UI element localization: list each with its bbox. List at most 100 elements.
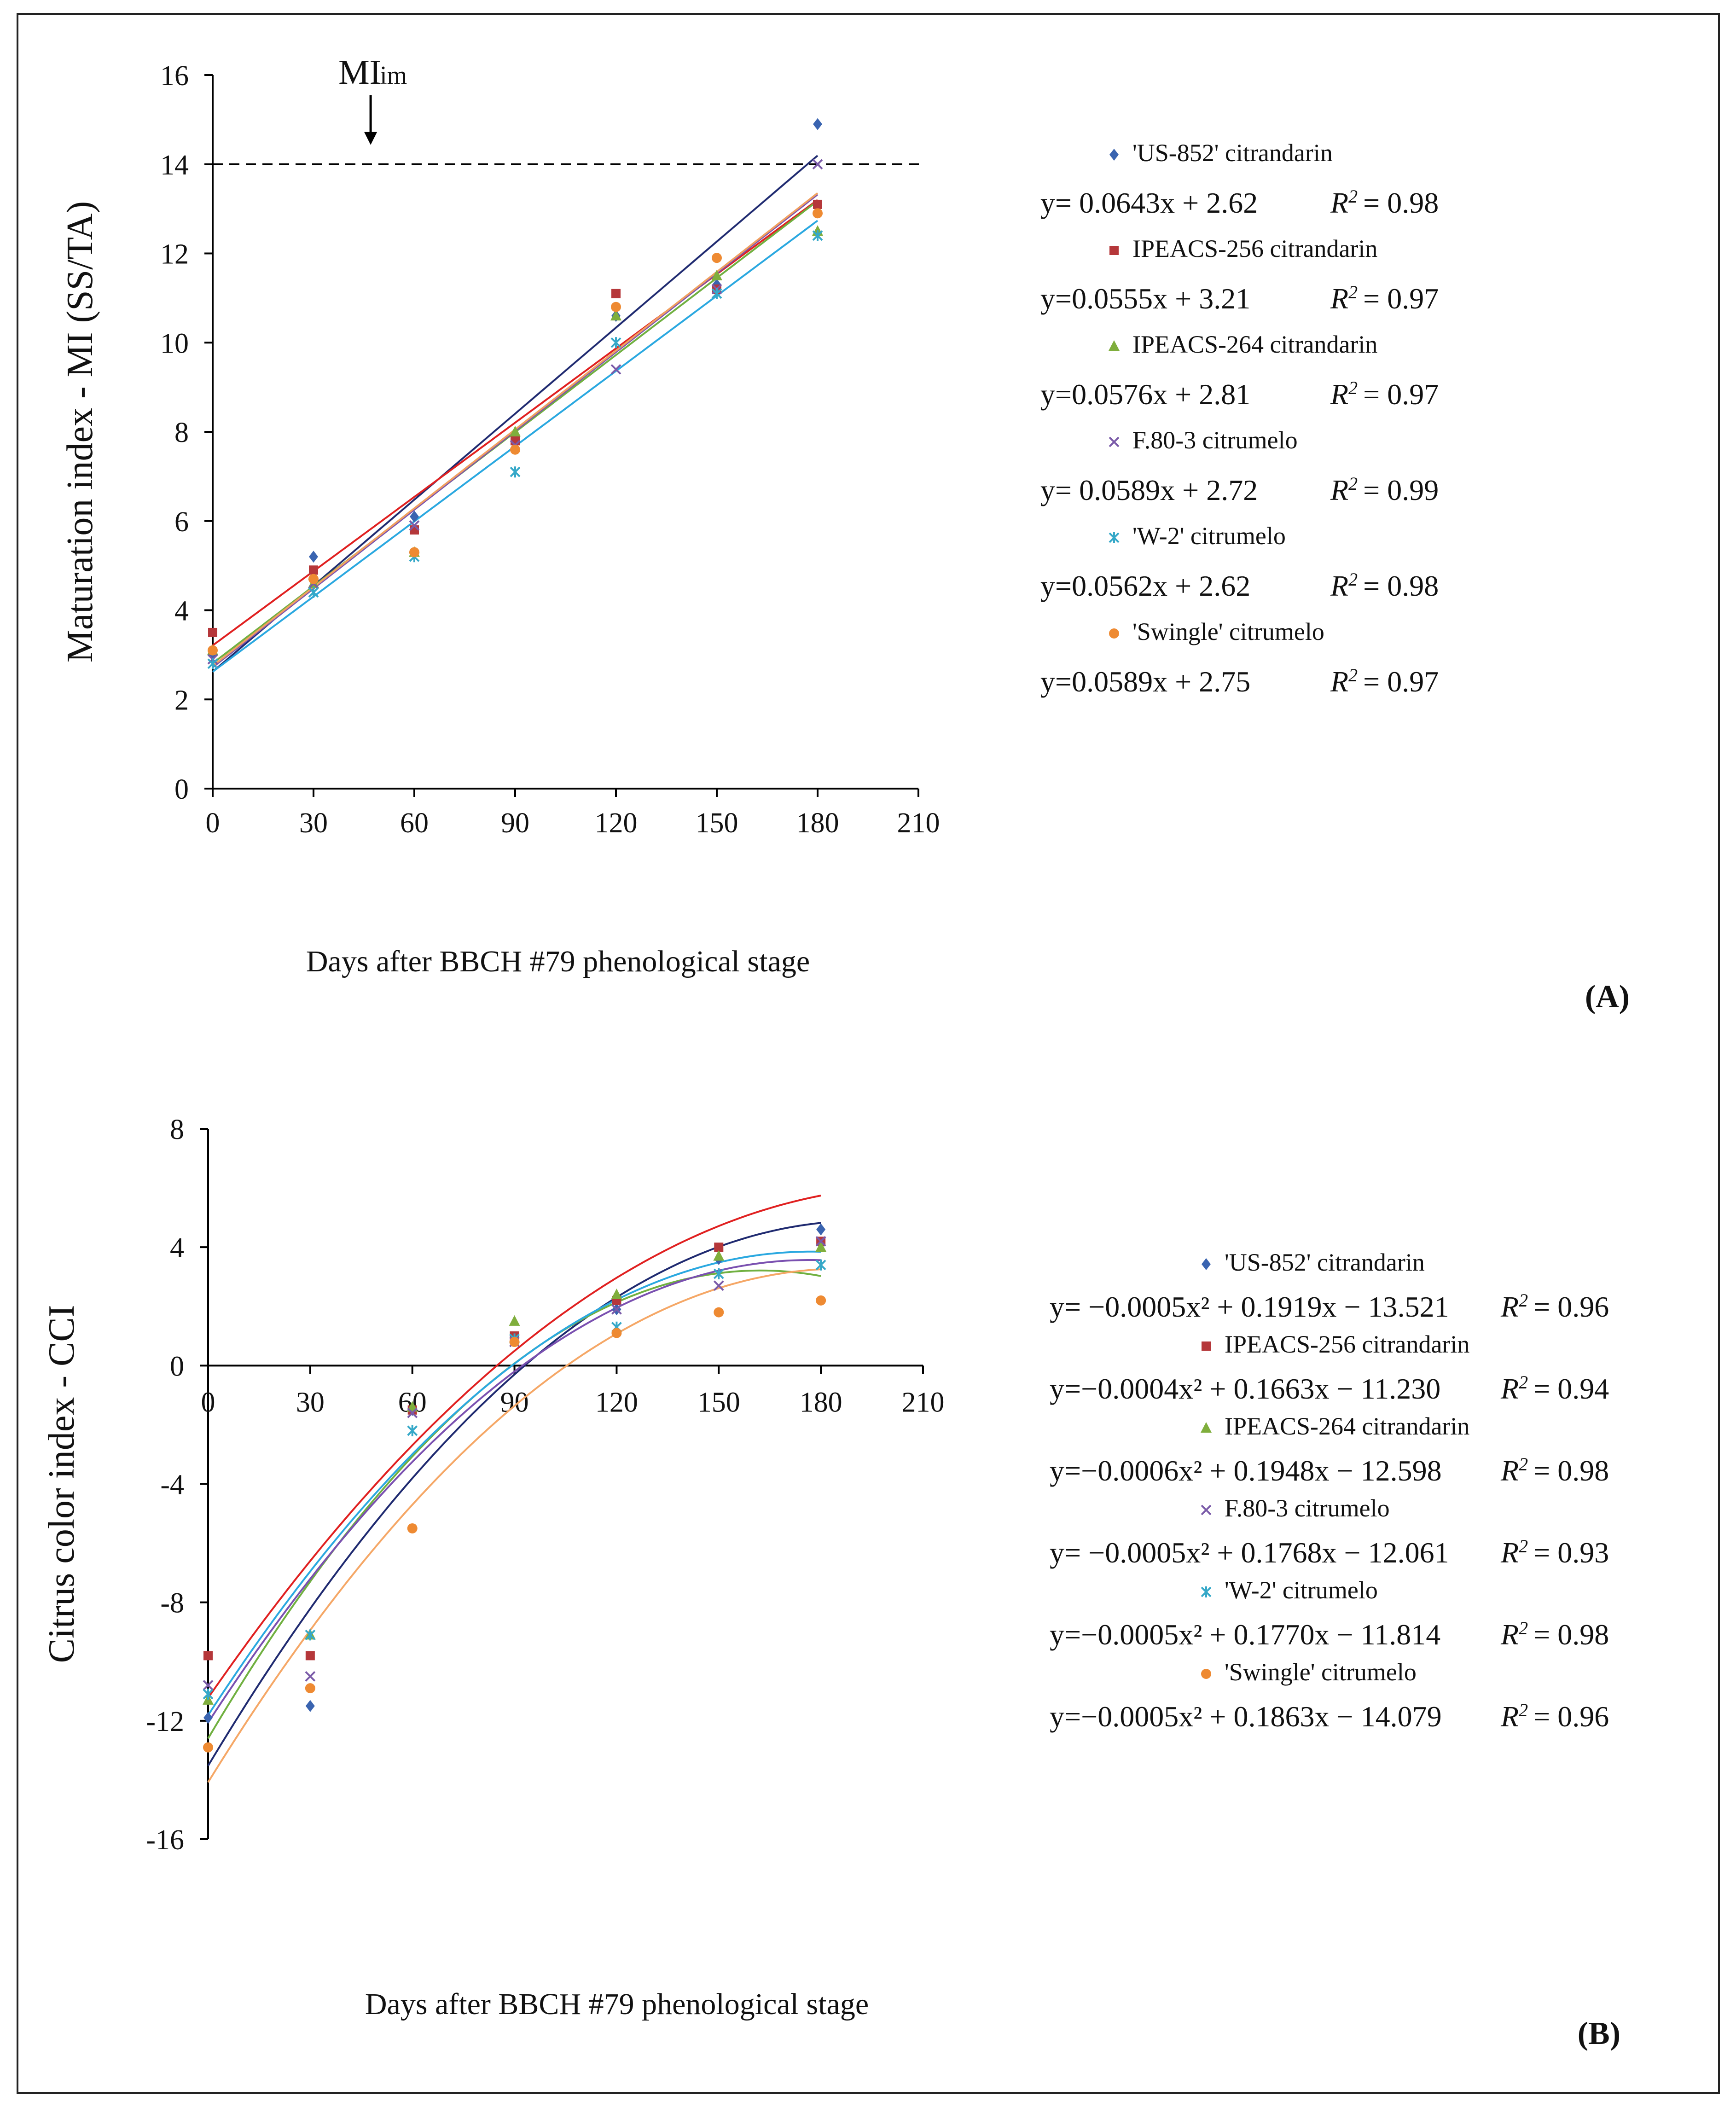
- y-tick-label: 8: [174, 417, 189, 448]
- trend-line-series-2: [207, 1195, 821, 1699]
- data-point-series-4: [713, 1280, 724, 1291]
- legend-equation: y=0.0589x + 2.75: [1040, 665, 1250, 698]
- data-point-series-6: [611, 1328, 622, 1338]
- figure-frame: [17, 13, 1720, 2094]
- y-tick-label: -8: [160, 1588, 184, 1619]
- data-point-series-3: [815, 1241, 827, 1252]
- x-axis-title: Days after BBCH #79 phenological stage: [365, 1987, 869, 2021]
- r2-value: = 0.97: [1363, 378, 1439, 411]
- legend-r2: R2 = 0.98: [1500, 1618, 1609, 1651]
- data-point-series-5: [207, 658, 218, 669]
- trend-line-series-2: [212, 199, 819, 646]
- r2-value: = 0.97: [1363, 282, 1439, 315]
- r2-power: 2: [1519, 1618, 1528, 1638]
- y-tick-label: -12: [146, 1706, 184, 1737]
- x-tick-label: 150: [697, 1387, 740, 1418]
- legend-equation: y= 0.0643x + 2.62: [1040, 186, 1258, 219]
- r2-symbol: R: [1500, 1454, 1519, 1487]
- data-point-series-5: [610, 337, 621, 348]
- data-point-series-6: [813, 208, 823, 219]
- legend-r2: R2 = 0.97: [1330, 377, 1439, 411]
- legend-marker: [1201, 1422, 1212, 1433]
- legend-marker: [1201, 1586, 1212, 1597]
- y-tick-label: -4: [160, 1469, 184, 1501]
- y-tick-label: 8: [170, 1114, 184, 1145]
- legend-r2: R2 = 0.93: [1500, 1536, 1609, 1569]
- legend-equation: y= −0.0005x² + 0.1768x − 12.061: [1050, 1536, 1449, 1569]
- legend-entry-name: 'Swingle' citrumelo: [1225, 1658, 1417, 1686]
- r2-value: = 0.93: [1533, 1536, 1609, 1569]
- r2-power: 2: [1519, 1454, 1528, 1475]
- x-tick-label: 90: [501, 807, 529, 839]
- legend-entry-name: 'W-2' citrumelo: [1132, 522, 1286, 550]
- x-tick-label: 150: [696, 807, 738, 839]
- r2-power: 2: [1519, 1372, 1528, 1393]
- data-point-series-6: [816, 1295, 826, 1306]
- legend-marker: [1109, 532, 1120, 543]
- y-tick-label: 14: [160, 150, 189, 181]
- data-point-series-3: [510, 426, 521, 436]
- data-point-series-2: [309, 565, 318, 575]
- legend-equation: y= −0.0005x² + 0.1919x − 13.521: [1050, 1290, 1449, 1323]
- data-point-series-5: [812, 230, 823, 241]
- y-tick-label: -16: [146, 1824, 184, 1856]
- data-point-series-4: [305, 1671, 316, 1682]
- data-point-series-5: [308, 587, 319, 598]
- r2-power: 2: [1348, 569, 1358, 590]
- reference-arrow-head: [364, 132, 377, 145]
- r2-power: 2: [1519, 1700, 1528, 1720]
- data-point-series-6: [208, 645, 218, 656]
- r2-symbol: R: [1330, 282, 1348, 315]
- legend-entry-name: IPEACS-264 citrandarin: [1132, 331, 1377, 358]
- r2-value: = 0.94: [1533, 1372, 1609, 1405]
- r2-power: 2: [1348, 377, 1358, 398]
- data-point-series-5: [203, 1688, 214, 1700]
- data-point-series-6: [305, 1683, 315, 1694]
- trend-line-series-4: [207, 1259, 821, 1723]
- legend-r2: R2 = 0.96: [1500, 1290, 1609, 1324]
- y-tick-label: 16: [160, 60, 189, 92]
- legend-marker: [1109, 246, 1119, 255]
- trend-line-series-1: [207, 1222, 821, 1766]
- r2-value: = 0.99: [1363, 474, 1439, 506]
- legend-entry-name: F.80-3 citrumelo: [1132, 426, 1298, 454]
- data-point-series-6: [308, 574, 319, 584]
- x-tick-label: 0: [201, 1387, 215, 1418]
- data-point-series-2: [203, 1651, 213, 1661]
- legend-equation: y=−0.0005x² + 0.1770x − 11.814: [1050, 1618, 1440, 1651]
- legend-r2: R2 = 0.94: [1500, 1372, 1609, 1405]
- r2-value: = 0.97: [1363, 665, 1439, 698]
- y-tick-label: 4: [174, 596, 189, 627]
- r2-value: = 0.96: [1533, 1290, 1609, 1323]
- panel-label: (A): [1585, 979, 1630, 1015]
- r2-value: = 0.98: [1533, 1454, 1609, 1487]
- legend-entry-name: IPEACS-256 citrandarin: [1225, 1330, 1469, 1358]
- data-point-series-6: [510, 444, 520, 455]
- legend-r2: R2 = 0.97: [1330, 282, 1439, 315]
- data-point-series-6: [714, 1307, 724, 1318]
- y-tick-label: 0: [174, 774, 189, 805]
- legend-equation: y=0.0555x + 3.21: [1040, 282, 1250, 315]
- x-tick-label: 0: [206, 807, 220, 839]
- legend-marker: [1109, 149, 1119, 161]
- data-point-series-1: [816, 1223, 826, 1236]
- data-point-series-3: [611, 1289, 622, 1300]
- data-point-series-5: [305, 1629, 316, 1641]
- legend-equation: y=0.0562x + 2.62: [1040, 569, 1250, 602]
- legend-entry-name: 'W-2' citrumelo: [1225, 1576, 1378, 1604]
- data-point-series-2: [813, 199, 822, 209]
- r2-symbol: R: [1330, 378, 1348, 411]
- panel-a-chart: 0 2 4 6 8 10 12 14 16 0 30 60 90 120 150 180 210 Days aft…: [60, 53, 1630, 1015]
- r2-symbol: R: [1330, 474, 1348, 506]
- data-point-series-3: [713, 1250, 725, 1261]
- data-point-series-1: [305, 1700, 315, 1712]
- data-point-series-2: [208, 627, 217, 637]
- x-tick-label: 180: [796, 807, 839, 839]
- legend-r2: R2 = 0.98: [1500, 1454, 1609, 1487]
- r2-symbol: R: [1330, 569, 1348, 602]
- legend-marker: [1201, 1504, 1212, 1516]
- x-tick-label: 210: [897, 807, 940, 839]
- data-point-series-4: [610, 364, 621, 375]
- data-point-series-2: [305, 1651, 315, 1661]
